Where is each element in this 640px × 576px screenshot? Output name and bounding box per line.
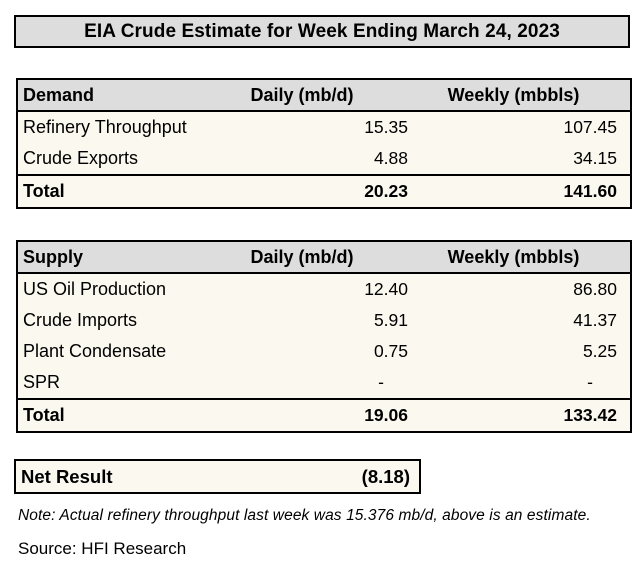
row-daily-value: 5.91 [373, 310, 408, 330]
row-label: US Oil Production [23, 279, 167, 299]
net-result-label: Net Result [21, 465, 113, 487]
figure-title: EIA Crude Estimate for Week Ending March… [84, 20, 560, 42]
row-daily-value: 15.35 [364, 117, 408, 137]
row-label: Crude Imports [23, 310, 138, 330]
row-weekly-value: 107.45 [563, 117, 617, 137]
eia-crude-estimate-figure: EIA Crude Estimate for Week Ending March… [0, 15, 640, 576]
row-label: Crude Exports [23, 148, 139, 168]
source-text: Source: HFI Research [18, 539, 187, 558]
row-label: SPR [23, 372, 61, 392]
supply-total-row: Total 19.06 133.42 [17, 398, 631, 432]
net-result-value: (8.18) [361, 465, 410, 487]
row-daily-value: 12.40 [364, 279, 408, 299]
row-daily-value: - [378, 372, 384, 392]
supply-header-daily: Daily (mb/d) [207, 241, 421, 274]
supply-header-weekly: Weekly (mbbls) [421, 241, 631, 274]
demand-header-daily: Daily (mb/d) [207, 79, 421, 112]
total-weekly-value: 141.60 [421, 174, 631, 208]
total-daily-value: 20.23 [207, 174, 421, 208]
table-row: Crude Imports 5.91 41.37 [17, 305, 631, 336]
note-text: Note: Actual refinery throughput last we… [18, 507, 591, 524]
supply-header-label: Supply [17, 241, 207, 274]
supply-table: Supply Daily (mb/d) Weekly (mbbls) US Oi… [16, 240, 632, 433]
net-result-box: Net Result (8.18) [14, 459, 421, 494]
row-weekly-value: 86.80 [573, 279, 617, 299]
total-daily-value: 19.06 [207, 398, 421, 432]
table-row: Refinery Throughput 15.35 107.45 [17, 111, 631, 143]
row-label: Refinery Throughput [23, 117, 187, 137]
row-label: Plant Condensate [23, 341, 167, 361]
total-label: Total [17, 174, 207, 208]
total-weekly-value: 133.42 [421, 398, 631, 432]
demand-header-row: Demand Daily (mb/d) Weekly (mbbls) [17, 79, 631, 112]
table-row: US Oil Production 12.40 86.80 [17, 273, 631, 305]
supply-header-row: Supply Daily (mb/d) Weekly (mbbls) [17, 241, 631, 274]
table-row: Plant Condensate 0.75 5.25 [17, 336, 631, 367]
demand-header-weekly: Weekly (mbbls) [421, 79, 631, 112]
table-row: SPR - - [17, 367, 631, 399]
row-daily-value: 4.88 [373, 148, 408, 168]
row-daily-value: 0.75 [373, 341, 408, 361]
demand-table: Demand Daily (mb/d) Weekly (mbbls) Refin… [16, 78, 632, 209]
figure-title-box: EIA Crude Estimate for Week Ending March… [14, 15, 630, 48]
row-weekly-value: 34.15 [573, 148, 617, 168]
demand-total-row: Total 20.23 141.60 [17, 174, 631, 208]
row-weekly-value: - [587, 372, 593, 392]
row-weekly-value: 5.25 [582, 341, 617, 361]
demand-header-label: Demand [17, 79, 207, 112]
row-weekly-value: 41.37 [573, 310, 617, 330]
total-label: Total [17, 398, 207, 432]
table-row: Crude Exports 4.88 34.15 [17, 143, 631, 175]
